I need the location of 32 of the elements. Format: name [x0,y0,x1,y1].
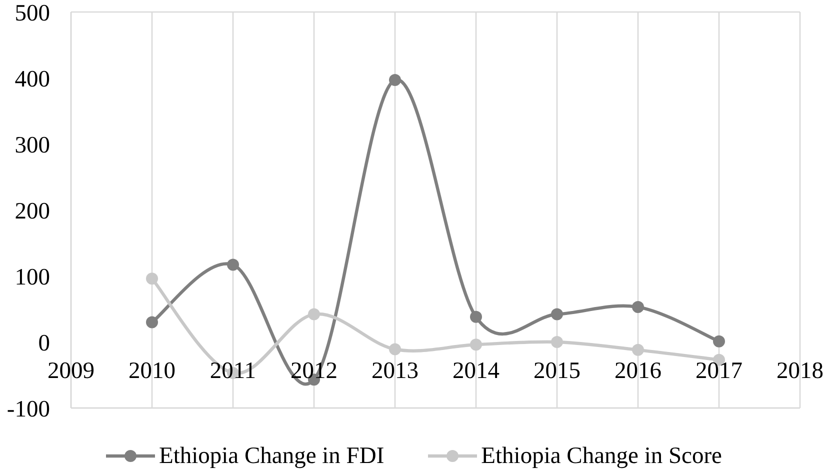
legend-label: Ethiopia Change in Score [481,443,722,469]
x-tick-label: 2014 [452,358,500,384]
y-tick-label: 500 [14,0,50,26]
point [146,272,158,285]
point [632,344,644,356]
point [146,316,158,328]
x-tick-label: 2015 [534,358,580,384]
x-tick-label: 2012 [290,358,338,384]
point [470,338,482,351]
x-tick-label: 2018 [776,358,824,384]
x-tick-label: 2016 [614,358,662,384]
legend-label: Ethiopia Change in FDI [158,443,384,469]
point [632,301,644,314]
point [551,308,563,320]
point [227,258,239,271]
point [389,74,401,86]
point [551,336,563,348]
x-tick-label: 2009 [48,358,94,384]
x-tick-label: 2017 [696,358,743,384]
y-tick-label: 100 [14,264,50,290]
y-tick-label: 0 [38,330,50,356]
y-tick-label: -100 [6,396,50,422]
point [308,308,320,320]
y-tick-label: 400 [14,66,50,92]
point [470,310,482,323]
point [389,343,401,356]
point [713,335,725,348]
y-tick-label: 200 [14,198,50,224]
y-tick-label: 300 [14,132,50,158]
x-tick-label: 2011 [210,358,256,384]
x-tick-label: 2010 [128,358,176,384]
x-tick-label: 2013 [372,358,418,384]
